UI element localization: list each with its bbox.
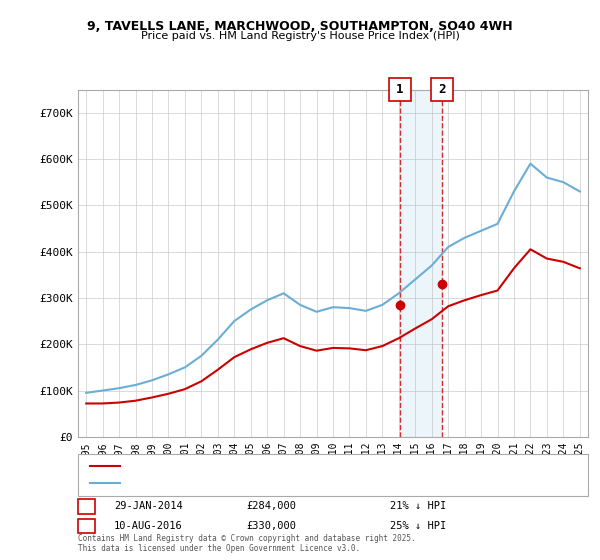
Bar bbox=[400, 90, 442, 437]
Text: 9, TAVELLS LANE, MARCHWOOD, SOUTHAMPTON, SO40 4WH: 9, TAVELLS LANE, MARCHWOOD, SOUTHAMPTON,… bbox=[87, 20, 513, 32]
Text: 10-AUG-2016: 10-AUG-2016 bbox=[114, 521, 183, 531]
Text: 2: 2 bbox=[438, 83, 445, 96]
Text: 29-JAN-2014: 29-JAN-2014 bbox=[114, 501, 183, 511]
Text: 21% ↓ HPI: 21% ↓ HPI bbox=[390, 501, 446, 511]
Text: HPI: Average price, detached house, New Forest: HPI: Average price, detached house, New … bbox=[126, 479, 373, 488]
Text: 2: 2 bbox=[83, 521, 90, 531]
Text: 9, TAVELLS LANE, MARCHWOOD, SOUTHAMPTON, SO40 4WH (detached house): 9, TAVELLS LANE, MARCHWOOD, SOUTHAMPTON,… bbox=[126, 462, 481, 471]
Text: Price paid vs. HM Land Registry's House Price Index (HPI): Price paid vs. HM Land Registry's House … bbox=[140, 31, 460, 41]
Text: £330,000: £330,000 bbox=[246, 521, 296, 531]
Text: 25% ↓ HPI: 25% ↓ HPI bbox=[390, 521, 446, 531]
Text: 1: 1 bbox=[397, 83, 404, 96]
Text: 1: 1 bbox=[83, 501, 90, 511]
Text: £284,000: £284,000 bbox=[246, 501, 296, 511]
Text: Contains HM Land Registry data © Crown copyright and database right 2025.
This d: Contains HM Land Registry data © Crown c… bbox=[78, 534, 416, 553]
